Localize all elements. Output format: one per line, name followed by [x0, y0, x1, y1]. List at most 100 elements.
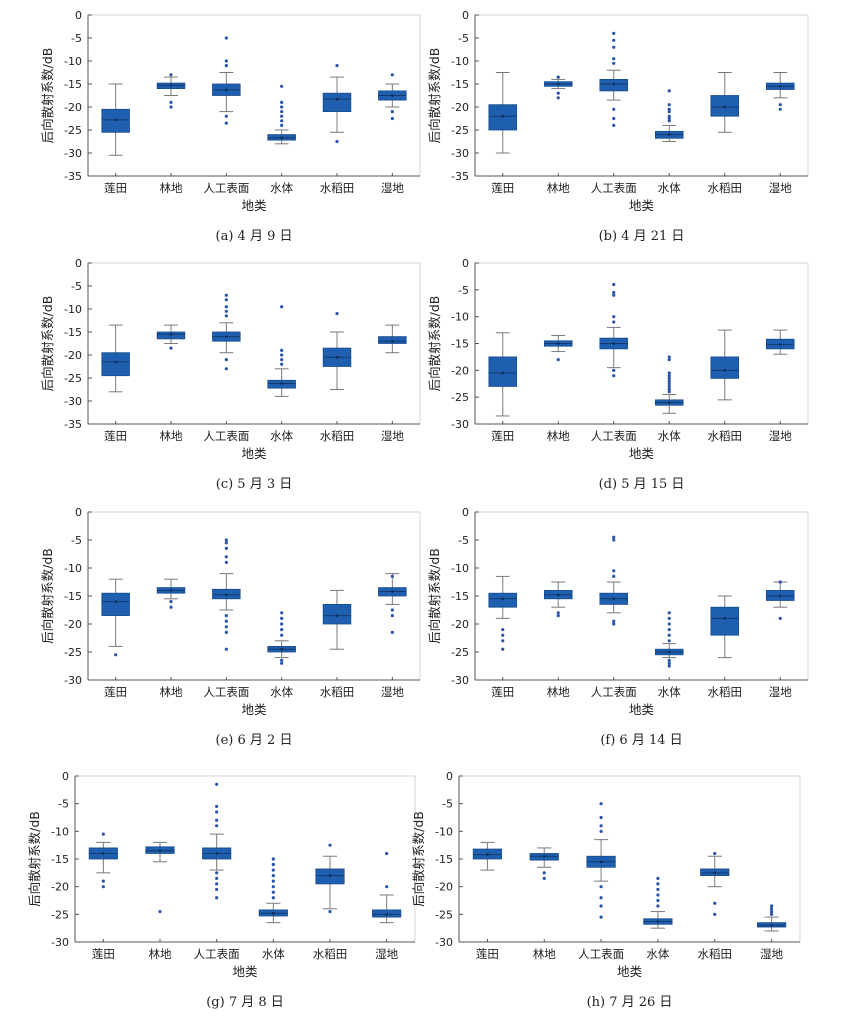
- outlier-point: [224, 546, 228, 551]
- outlier-point: [390, 110, 394, 114]
- mean-marker: [215, 852, 218, 855]
- outlier-point: [390, 116, 394, 121]
- outlier-point: [501, 633, 505, 637]
- outlier-point: [271, 862, 275, 867]
- y-tick-label: 0: [462, 9, 469, 22]
- outlier-point: [390, 574, 394, 579]
- mean-marker: [102, 852, 105, 855]
- outlier-point: [667, 371, 671, 375]
- box-series-4: [710, 595, 740, 659]
- y-tick-label: -30: [451, 147, 469, 160]
- panel-caption: (a) 4 月 9 日: [216, 229, 293, 244]
- outlier-point: [280, 622, 284, 626]
- x-tick-label: 水体: [658, 685, 681, 699]
- outlier-point: [224, 619, 228, 623]
- mean-marker: [272, 911, 275, 915]
- y-tick-label: -25: [64, 646, 82, 659]
- mean-marker: [556, 342, 560, 345]
- outlier-point: [114, 653, 118, 657]
- chart-panel: 0 -5 -10 -15 -20 -25 -30 后向散射系数/dB 莲田 林地 人工表面 水体 水稻田…: [427, 506, 809, 748]
- box-series-5: [765, 580, 795, 621]
- y-tick-label: -10: [451, 311, 469, 324]
- y-tick-label: -25: [451, 124, 469, 137]
- y-tick-label: -30: [451, 674, 469, 687]
- x-tick-label: 湿地: [381, 181, 404, 195]
- outlier-point: [656, 904, 660, 908]
- outlier-point: [667, 622, 671, 626]
- outlier-point: [599, 904, 603, 908]
- x-tick-label: 人工表面: [591, 685, 637, 699]
- box-series-2: [599, 535, 629, 626]
- outlier-point: [501, 639, 505, 643]
- y-tick-label: -5: [58, 798, 69, 811]
- y-axis-title: 后向散射系数/dB: [411, 811, 426, 907]
- y-tick-label: -20: [451, 364, 469, 377]
- outlier-point: [769, 912, 774, 916]
- mean-marker: [612, 597, 616, 601]
- outlier-point: [215, 810, 219, 814]
- outlier-point: [280, 616, 284, 621]
- outlier-point: [667, 89, 671, 93]
- y-tick-label: -35: [64, 170, 82, 183]
- mean-marker: [778, 594, 782, 598]
- outlier-point: [390, 614, 394, 618]
- box-series-2: [212, 293, 241, 371]
- y-tick-label: -10: [64, 55, 82, 68]
- y-tick-label: -5: [458, 534, 469, 547]
- x-tick-label: 水稻田: [320, 685, 355, 699]
- outlier-point: [280, 119, 284, 123]
- outlier-point: [224, 121, 228, 125]
- plot-frame: [474, 511, 809, 681]
- outlier-point: [667, 355, 671, 359]
- y-tick-label: -20: [451, 618, 469, 631]
- outlier-point: [280, 114, 284, 118]
- outlier-point: [713, 851, 717, 856]
- mean-marker: [486, 853, 489, 856]
- outlier-point: [612, 57, 616, 61]
- outlier-point: [385, 851, 389, 856]
- mean-marker: [723, 369, 727, 372]
- box-series-0: [488, 332, 518, 417]
- box-series-1: [156, 324, 186, 350]
- outlier-point: [612, 374, 616, 378]
- outlier-point: [280, 633, 284, 637]
- mean-marker: [667, 133, 671, 136]
- y-tick-label: -5: [71, 534, 82, 547]
- outlier-point: [612, 368, 616, 372]
- x-tick-label: 人工表面: [203, 181, 249, 195]
- x-tick-label: 水体: [262, 947, 285, 961]
- x-tick-label: 水体: [646, 947, 669, 961]
- chart-panel: 0 -5 -10 -15 -20 -25 -30 后向散射系数/dB 莲田 林地 人工表面 水体 水稻田…: [40, 506, 421, 748]
- outlier-point: [556, 96, 560, 100]
- chart-panel: 0 -5 -10 -15 -20 -25 -30 -35 后向散射系数/dB 莲田 林地 人工表面 水体…: [40, 257, 421, 492]
- outlier-point: [599, 815, 603, 820]
- mean-marker: [656, 920, 660, 923]
- outlier-point: [390, 608, 394, 612]
- outlier-point: [169, 600, 173, 604]
- mean-marker: [225, 335, 228, 338]
- outlier-point: [390, 630, 394, 635]
- outlier-point: [215, 804, 219, 809]
- outlier-point: [556, 91, 560, 95]
- y-tick-label: 0: [75, 257, 82, 270]
- box-series-5: [378, 324, 407, 354]
- outlier-point: [667, 664, 671, 668]
- outlier-point: [667, 358, 671, 362]
- mean-marker: [225, 88, 228, 92]
- y-tick-label: -25: [64, 372, 82, 385]
- outlier-point: [224, 367, 228, 371]
- chart-panel: 0 -5 -10 -15 -20 -25 -30 -35 后向散射系数/dB 莲田 林地 人工表面 水体…: [427, 9, 809, 244]
- outlier-point: [612, 290, 616, 295]
- mean-marker: [335, 614, 339, 617]
- box-series-5: [756, 904, 787, 932]
- outlier-point: [769, 907, 774, 911]
- x-tick-label: 湿地: [381, 685, 404, 699]
- outlier-point: [612, 116, 616, 121]
- outlier-point: [542, 876, 546, 880]
- outlier-point: [280, 611, 284, 615]
- outlier-point: [656, 898, 660, 903]
- x-tick-label: 莲田: [476, 947, 499, 961]
- mean-marker: [280, 382, 283, 385]
- outlier-point: [612, 45, 616, 49]
- x-axis-title: 地类: [629, 446, 655, 461]
